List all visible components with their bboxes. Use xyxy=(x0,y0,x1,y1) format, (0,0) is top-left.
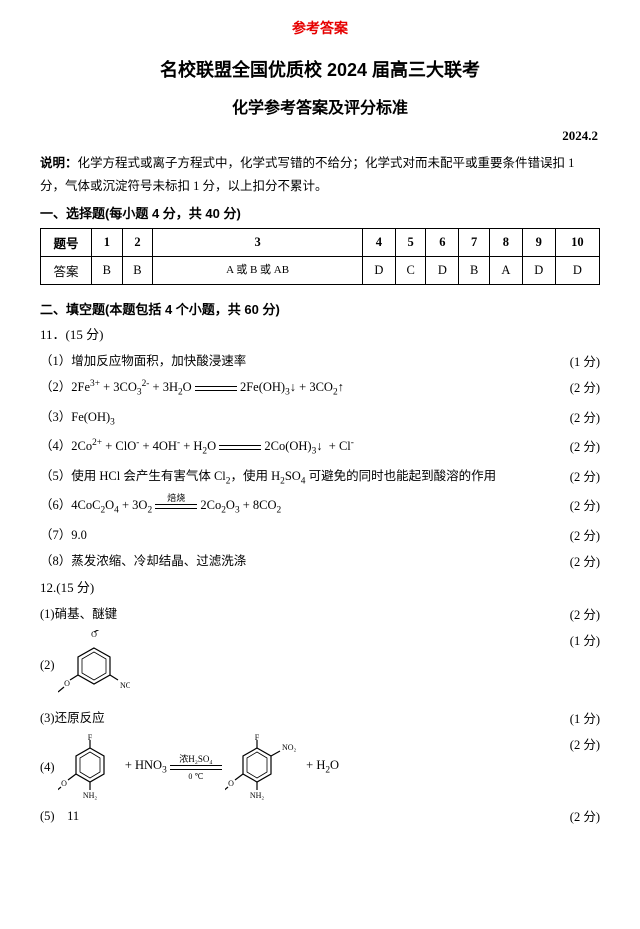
q12: 12.(15 分) (1)硝基、醚键 (2 分) (2) O O NO₂ xyxy=(40,577,600,826)
ans-7: B xyxy=(459,257,490,285)
ans-8: A xyxy=(489,257,522,285)
ans-1: B xyxy=(92,257,123,285)
ans-4: D xyxy=(362,257,395,285)
col-8: 8 xyxy=(489,229,522,257)
q12-2: (2) O O NO₂ (1 分) xyxy=(40,630,600,702)
q11-7: （7）9.0 (2 分) xyxy=(40,525,600,545)
q11-5-text: （5）使用 HCl 会产生有害气体 Cl2，使用 H2SO4 可避免的同时也能起… xyxy=(40,466,570,490)
q11-1: （1）增加反应物面积，加快酸浸速率 (1 分) xyxy=(40,351,600,371)
svg-text:O: O xyxy=(228,779,234,788)
molecule-svg-reactant: F O NH₂ xyxy=(58,734,122,800)
q11: 11．(15 分) （1）增加反应物面积，加快酸浸速率 (1 分) （2）2Fe… xyxy=(40,324,600,571)
q11-4-text: （4）2Co2+ + ClO- + 4OH- + H2O 2Co(OH)3↓ +… xyxy=(40,436,570,460)
table-row-answers: 答案 B B A 或 B 或 AB D C D B A D D xyxy=(41,257,600,285)
q11-4-pts: (2 分) xyxy=(570,436,600,455)
explain-text: 化学方程式或离子方程式中，化学式写错的不给分；化学式对而未配平或重要条件错误扣 … xyxy=(40,156,574,193)
ans-5: C xyxy=(395,257,426,285)
q12-3-text: (3)还原反应 xyxy=(40,708,570,728)
table-row-header: 题号 1 2 3 4 5 6 7 8 9 10 xyxy=(41,229,600,257)
section1-title: 一、选择题(每小题 4 分，共 40 分) xyxy=(40,203,600,222)
q11-7-pts: (2 分) xyxy=(570,525,600,544)
svg-text:NO₂: NO₂ xyxy=(282,743,297,752)
ans-2: B xyxy=(122,257,153,285)
ans-3: A 或 B 或 AB xyxy=(153,257,363,285)
explain-label: 说明： xyxy=(40,156,78,170)
svg-text:O: O xyxy=(64,679,70,688)
q12-3: (3)还原反应 (1 分) xyxy=(40,708,600,728)
q11-5: （5）使用 HCl 会产生有害气体 Cl2，使用 H2SO4 可避免的同时也能起… xyxy=(40,466,600,490)
q11-1-pts: (1 分) xyxy=(570,351,600,370)
svg-text:F: F xyxy=(255,734,260,742)
q11-3-pts: (2 分) xyxy=(570,407,600,426)
eq-arrow xyxy=(195,382,237,394)
q11-1-text: （1）增加反应物面积，加快酸浸速率 xyxy=(40,351,570,371)
svg-text:NH₂: NH₂ xyxy=(250,791,265,800)
col-label-number: 题号 xyxy=(41,229,92,257)
q11-5-pts: (2 分) xyxy=(570,466,600,485)
explain-block: 说明：化学方程式或离子方程式中，化学式写错的不给分；化学式对而未配平或重要条件错… xyxy=(40,152,600,197)
q12-5: (5) 11 (2 分) xyxy=(40,806,600,826)
q12-4-text: (4) F O NH₂ + HNO3 浓H₂SO₄ 0 ℃ xyxy=(40,734,570,800)
q11-2-text: （2）2Fe3+ + 3CO32- + 3H2O 2Fe(OH)3↓ + 3CO… xyxy=(40,377,570,401)
col-3: 3 xyxy=(153,229,363,257)
ans-6: D xyxy=(426,257,459,285)
q11-8: （8）蒸发浓缩、冷却结晶、过滤洗涤 (2 分) xyxy=(40,551,600,571)
doc-subtitle: 化学参考答案及评分标准 xyxy=(40,94,600,118)
col-label-answer: 答案 xyxy=(41,257,92,285)
q12-1-pts: (2 分) xyxy=(570,604,600,623)
col-9: 9 xyxy=(522,229,555,257)
q12-4-pts: (2 分) xyxy=(570,734,600,753)
col-1: 1 xyxy=(92,229,123,257)
molecule-svg-product: F NO₂ O NH₂ xyxy=(225,734,303,800)
q12-1-text: (1)硝基、醚键 xyxy=(40,604,570,624)
q12-5-text: (5) 11 xyxy=(40,806,570,826)
molecule-svg: O O NO₂ xyxy=(58,630,130,702)
svg-text:NO₂: NO₂ xyxy=(120,681,130,690)
q11-6: （6）4CoC2O4 + 3O2 焙烧 2Co2O3 + 8CO2 (2 分) xyxy=(40,495,600,519)
q11-2: （2）2Fe3+ + 3CO32- + 3H2O 2Fe(OH)3↓ + 3CO… xyxy=(40,377,600,401)
cond-label-bot: 0 ℃ xyxy=(170,771,222,784)
q11-8-pts: (2 分) xyxy=(570,551,600,570)
ref-answer-header: 参考答案 xyxy=(40,18,600,38)
q11-7-text: （7）9.0 xyxy=(40,525,570,545)
q12-2-pts: (1 分) xyxy=(570,630,600,649)
q12-4: (4) F O NH₂ + HNO3 浓H₂SO₄ 0 ℃ xyxy=(40,734,600,800)
page: 参考答案 名校联盟全国优质校 2024 届高三大联考 化学参考答案及评分标准 2… xyxy=(0,0,640,862)
q12-5-pts: (2 分) xyxy=(570,806,600,825)
col-7: 7 xyxy=(459,229,490,257)
date: 2024.2 xyxy=(40,128,598,144)
q12-head: 12.(15 分) xyxy=(40,577,600,596)
choice-table: 题号 1 2 3 4 5 6 7 8 9 10 答案 B B A 或 B 或 A… xyxy=(40,228,600,285)
q12-3-pts: (1 分) xyxy=(570,708,600,727)
q12-1: (1)硝基、醚键 (2 分) xyxy=(40,604,600,624)
cond-label: 焙烧 xyxy=(155,491,197,505)
svg-text:NH₂: NH₂ xyxy=(83,791,98,800)
col-2: 2 xyxy=(122,229,153,257)
q11-6-pts: (2 分) xyxy=(570,495,600,514)
q11-8-text: （8）蒸发浓缩、冷却结晶、过滤洗涤 xyxy=(40,551,570,571)
q11-4: （4）2Co2+ + ClO- + 4OH- + H2O 2Co(OH)3↓ +… xyxy=(40,436,600,460)
col-6: 6 xyxy=(426,229,459,257)
q12-2-text: (2) O O NO₂ xyxy=(40,630,570,702)
ans-9: D xyxy=(522,257,555,285)
eq-arrow: 焙烧 xyxy=(155,500,197,512)
eq-arrow xyxy=(219,441,261,453)
col-4: 4 xyxy=(362,229,395,257)
ans-10: D xyxy=(555,257,599,285)
eq-arrow: 浓H₂SO₄ 0 ℃ xyxy=(170,761,222,773)
q11-2-pts: (2 分) xyxy=(570,377,600,396)
exam-title: 名校联盟全国优质校 2024 届高三大联考 xyxy=(40,56,600,82)
cond-label-top: 浓H₂SO₄ xyxy=(170,752,222,766)
svg-text:O: O xyxy=(61,779,67,788)
section2-title: 二、填空题(本题包括 4 个小题，共 60 分) xyxy=(40,299,600,318)
col-5: 5 xyxy=(395,229,426,257)
col-10: 10 xyxy=(555,229,599,257)
q11-3: （3）Fe(OH)3 (2 分) xyxy=(40,407,600,431)
q11-6-text: （6）4CoC2O4 + 3O2 焙烧 2Co2O3 + 8CO2 xyxy=(40,495,570,519)
q11-3-text: （3）Fe(OH)3 xyxy=(40,407,570,431)
q11-head: 11．(15 分) xyxy=(40,324,600,343)
svg-text:F: F xyxy=(87,734,92,742)
